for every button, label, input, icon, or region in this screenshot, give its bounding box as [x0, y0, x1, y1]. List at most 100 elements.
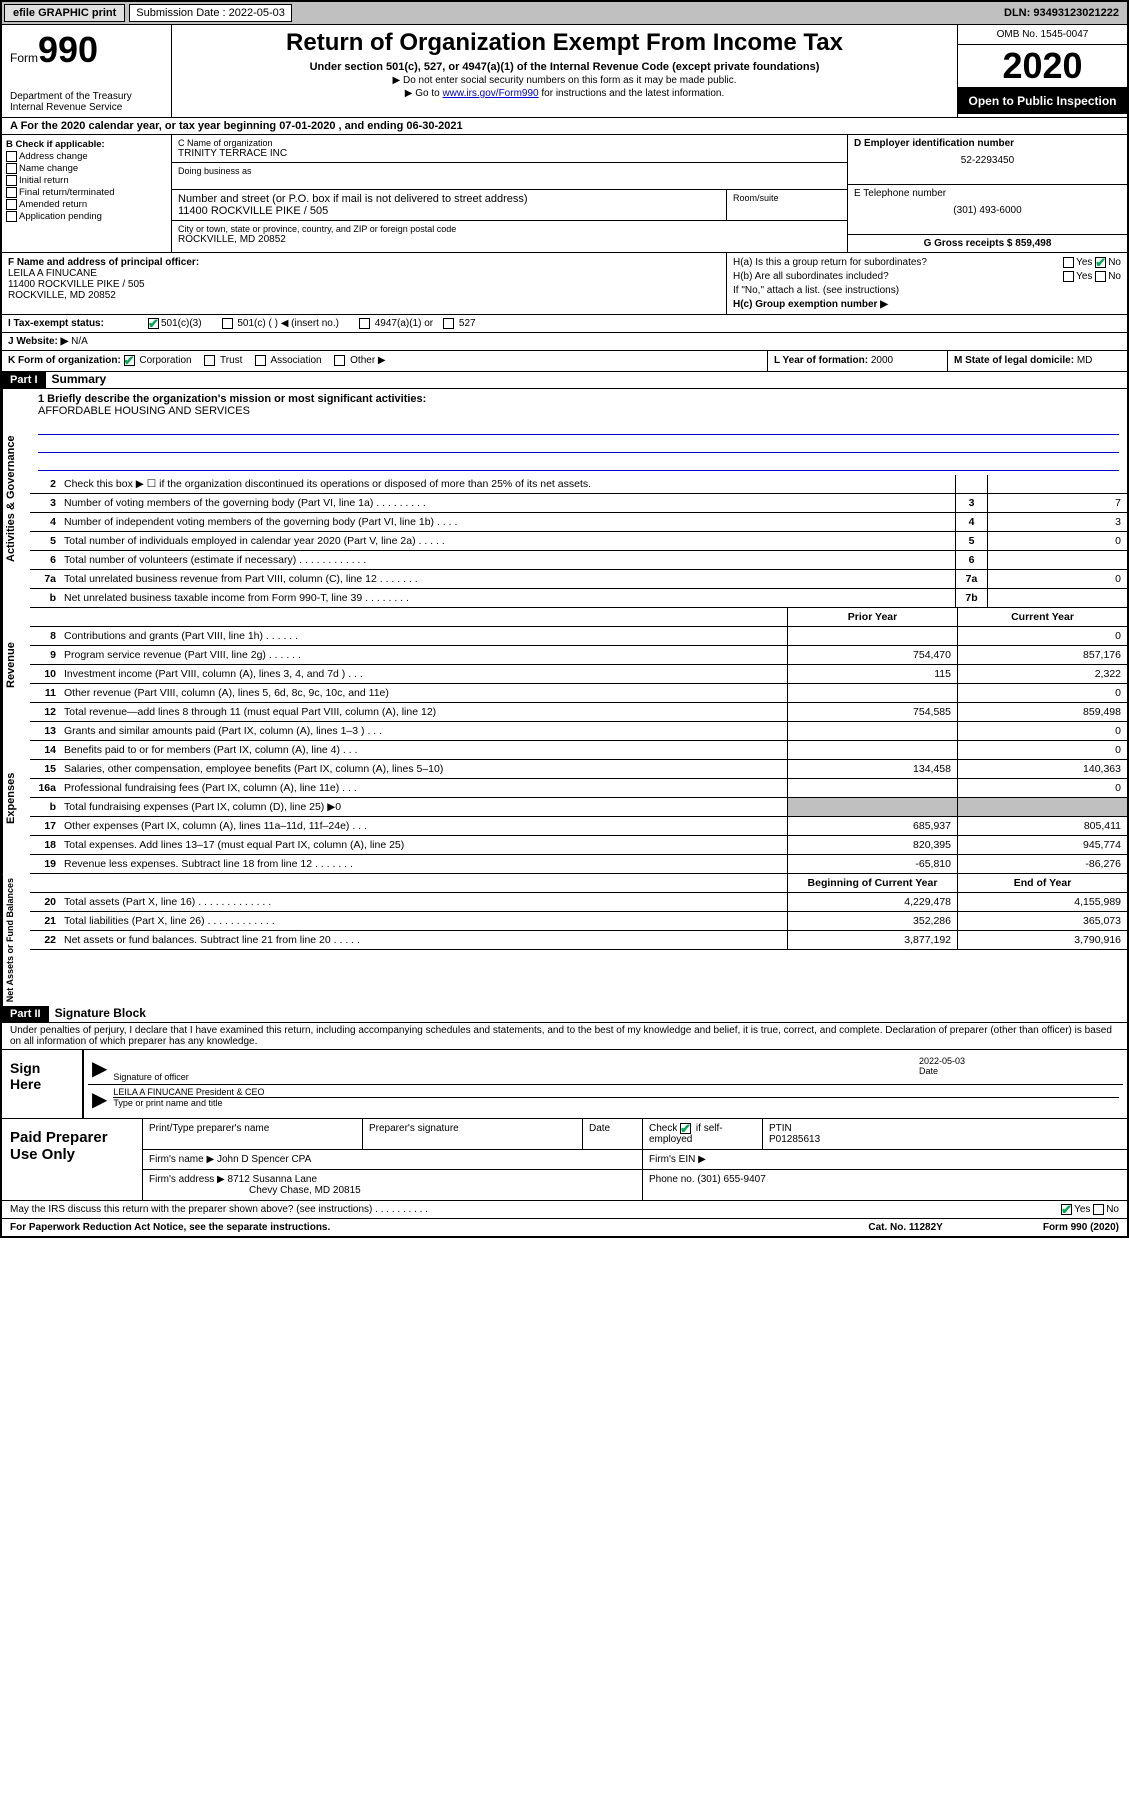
prep-sig-label: Preparer's signature — [363, 1119, 583, 1149]
prep-name-label: Print/Type preparer's name — [143, 1119, 363, 1149]
form-subtitle: Under section 501(c), 527, or 4947(a)(1)… — [176, 61, 953, 73]
cb-501c[interactable] — [222, 318, 233, 329]
officer-addr1: 11400 ROCKVILLE PIKE / 505 — [8, 279, 145, 290]
summary-line: 22Net assets or fund balances. Subtract … — [30, 931, 1127, 950]
section-b-header: B Check if applicable: — [6, 139, 105, 150]
summary-line: 2Check this box ▶ ☐ if the organization … — [30, 475, 1127, 494]
cb-501c3[interactable] — [148, 318, 159, 329]
g-gross-receipts: G Gross receipts $ 859,498 — [924, 238, 1052, 249]
f-label: F Name and address of principal officer: — [8, 257, 199, 268]
officer-addr2: ROCKVILLE, MD 20852 — [8, 290, 116, 301]
mission-text: AFFORDABLE HOUSING AND SERVICES — [38, 405, 1119, 417]
vert-exp: Expenses — [2, 722, 30, 874]
expenses-section: Expenses 13Grants and similar amounts pa… — [2, 722, 1127, 874]
summary-line: bTotal fundraising expenses (Part IX, co… — [30, 798, 1127, 817]
ein-value: 52-2293450 — [854, 155, 1121, 166]
ha-label: H(a) Is this a group return for subordin… — [733, 257, 927, 268]
c-label: C Name of organization — [178, 138, 841, 148]
discuss-yes[interactable] — [1061, 1204, 1072, 1215]
cb-self-employed[interactable] — [680, 1123, 691, 1134]
row-k: K Form of organization: Corporation Trus… — [2, 351, 1127, 371]
summary-line: 11Other revenue (Part VIII, column (A), … — [30, 684, 1127, 703]
prep-date-label: Date — [583, 1119, 643, 1149]
cb-final-return[interactable]: Final return/terminated — [6, 187, 167, 198]
phone-label: Phone no. — [649, 1174, 695, 1185]
top-bar: efile GRAPHIC print Submission Date : 20… — [2, 2, 1127, 25]
paperwork-notice: For Paperwork Reduction Act Notice, see … — [10, 1222, 868, 1233]
omb-number: OMB No. 1545-0047 — [958, 25, 1127, 45]
part2-header: Part IISignature Block — [2, 1006, 1127, 1023]
current-year-header: Current Year — [957, 608, 1127, 626]
cb-trust[interactable] — [204, 355, 215, 366]
summary-line: 21Total liabilities (Part X, line 26) . … — [30, 912, 1127, 931]
irs-link[interactable]: www.irs.gov/Form990 — [442, 88, 538, 99]
vert-gov: Activities & Governance — [2, 389, 30, 608]
cb-other[interactable] — [334, 355, 345, 366]
summary-line: 17Other expenses (Part IX, column (A), l… — [30, 817, 1127, 836]
state-domicile: MD — [1077, 355, 1093, 366]
cb-name-change[interactable]: Name change — [6, 163, 167, 174]
cb-initial-return[interactable]: Initial return — [6, 175, 167, 186]
summary-line: 6Total number of volunteers (estimate if… — [30, 551, 1127, 570]
cb-527[interactable] — [443, 318, 454, 329]
org-name: TRINITY TERRACE INC — [178, 148, 841, 159]
section-b-block: B Check if applicable: Address change Na… — [2, 135, 1127, 253]
summary-line: 18Total expenses. Add lines 13–17 (must … — [30, 836, 1127, 855]
activities-governance: Activities & Governance 1 Briefly descri… — [2, 389, 1127, 608]
summary-line: 5Total number of individuals employed in… — [30, 532, 1127, 551]
street-address: 11400 ROCKVILLE PIKE / 505 — [178, 205, 720, 217]
firm-name: John D Spencer CPA — [217, 1154, 311, 1165]
summary-line: 15Salaries, other compensation, employee… — [30, 760, 1127, 779]
dln: DLN: 93493123021222 — [1004, 7, 1125, 19]
sig-arrow-icon: ▶ — [92, 1056, 113, 1082]
efile-print-button[interactable]: efile GRAPHIC print — [4, 4, 125, 22]
cb-corp[interactable] — [124, 355, 135, 366]
sig-arrow-icon: ▶ — [92, 1087, 113, 1112]
form-label: Form — [10, 51, 38, 65]
sign-here-label: Sign Here — [2, 1050, 82, 1118]
form-header: Form990 Department of the Treasury Inter… — [2, 25, 1127, 118]
summary-line: 9Program service revenue (Part VIII, lin… — [30, 646, 1127, 665]
hb-yes[interactable] — [1063, 271, 1074, 282]
cb-pending[interactable]: Application pending — [6, 211, 167, 222]
sign-block: Sign Here ▶ Signature of officer 2022-05… — [2, 1050, 1127, 1119]
end-year-header: End of Year — [957, 874, 1127, 892]
year-formation: 2000 — [871, 355, 893, 366]
e-label: E Telephone number — [854, 188, 1121, 199]
city-label: City or town, state or province, country… — [178, 224, 841, 234]
discuss-no[interactable] — [1093, 1204, 1104, 1215]
ha-no[interactable] — [1095, 257, 1106, 268]
vert-rev: Revenue — [2, 608, 30, 722]
ha-yes[interactable] — [1063, 257, 1074, 268]
mission-label: 1 Briefly describe the organization's mi… — [38, 393, 1119, 405]
preparer-block: Paid Preparer Use Only Print/Type prepar… — [2, 1119, 1127, 1201]
revenue-section: Revenue Prior Year Current Year 8Contrib… — [2, 608, 1127, 722]
ptin-value: P01285613 — [769, 1134, 820, 1145]
officer-name: LEILA A FINUCANE — [8, 268, 97, 279]
cb-amended[interactable]: Amended return — [6, 199, 167, 210]
net-assets-section: Net Assets or Fund Balances Beginning of… — [2, 874, 1127, 1006]
cb-assoc[interactable] — [255, 355, 266, 366]
ptin-label: PTIN — [769, 1123, 792, 1134]
vert-net: Net Assets or Fund Balances — [2, 874, 30, 1006]
paid-preparer-label: Paid Preparer Use Only — [2, 1119, 142, 1200]
submission-date: Submission Date : 2022-05-03 — [129, 4, 292, 22]
firm-addr1: 8712 Susanna Lane — [228, 1174, 318, 1185]
discuss-row: May the IRS discuss this return with the… — [2, 1201, 1127, 1219]
firm-name-label: Firm's name ▶ — [149, 1154, 214, 1165]
summary-line: 8Contributions and grants (Part VIII, li… — [30, 627, 1127, 646]
form-title: Return of Organization Exempt From Incom… — [176, 29, 953, 57]
cat-no: Cat. No. 11282Y — [868, 1222, 942, 1233]
part1-header: Part ISummary — [2, 372, 1127, 389]
summary-line: 4Number of independent voting members of… — [30, 513, 1127, 532]
hb-no[interactable] — [1095, 271, 1106, 282]
summary-line: 3Number of voting members of the governi… — [30, 494, 1127, 513]
cb-address-change[interactable]: Address change — [6, 151, 167, 162]
ssn-note: ▶ Do not enter social security numbers o… — [176, 75, 953, 86]
footer-bottom: For Paperwork Reduction Act Notice, see … — [2, 1219, 1127, 1236]
sig-officer-label: Signature of officer — [113, 1072, 919, 1082]
sig-date-label: Date — [919, 1066, 1119, 1076]
sig-date: 2022-05-03 — [919, 1056, 1119, 1066]
cb-4947[interactable] — [359, 318, 370, 329]
section-fh: F Name and address of principal officer:… — [2, 253, 1127, 315]
